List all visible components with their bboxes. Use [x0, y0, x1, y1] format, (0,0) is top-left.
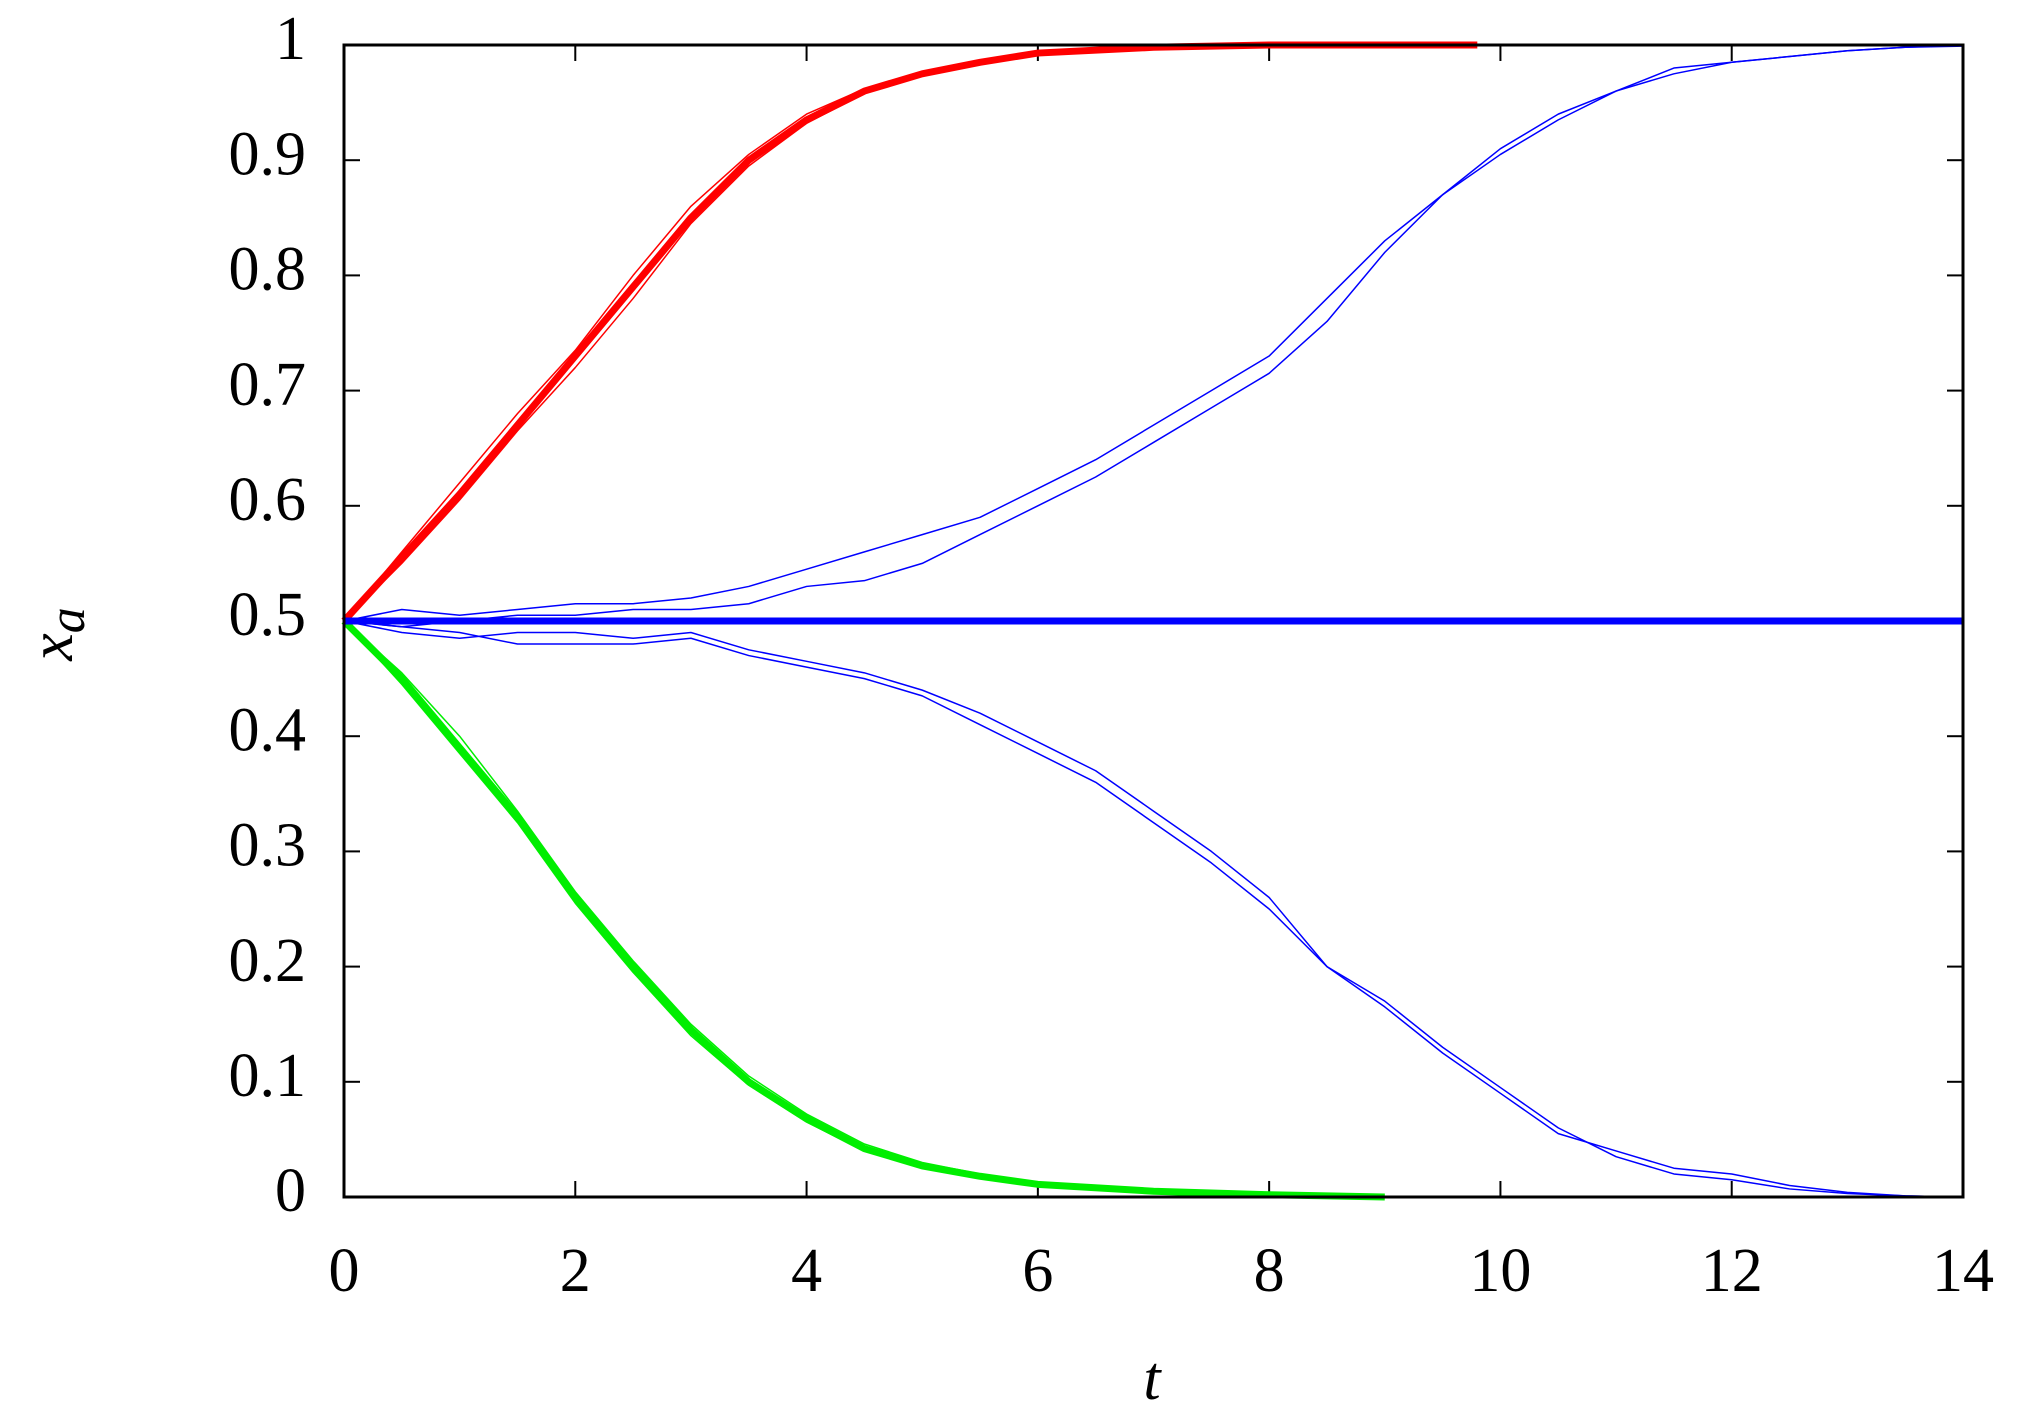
x-tick-label: 14 — [1932, 1237, 1994, 1305]
x-tick-label: 0 — [329, 1237, 360, 1305]
x-tick-label: 10 — [1469, 1237, 1531, 1305]
x-tick-label: 8 — [1254, 1237, 1285, 1305]
y-tick-label: 0.6 — [229, 466, 307, 534]
data-line — [343, 45, 1964, 628]
data-line — [341, 41, 1478, 624]
y-axis-label-subscript: a — [39, 607, 96, 633]
data-line — [341, 618, 1385, 1201]
x-tick-label: 6 — [1022, 1237, 1053, 1305]
y-tick-label: 0.3 — [229, 812, 307, 880]
data-line — [343, 44, 1270, 622]
x-tick-label: 12 — [1701, 1237, 1763, 1305]
data-line — [343, 44, 1964, 622]
y-tick-label: 0.1 — [229, 1042, 307, 1110]
y-tick-label: 1 — [275, 5, 306, 73]
y-tick-label: 0.8 — [229, 236, 307, 304]
data-line — [343, 44, 1270, 622]
y-tick-label: 0.9 — [229, 120, 307, 188]
data-line — [343, 620, 1964, 1198]
y-tick-label: 0.5 — [229, 581, 307, 649]
y-tick-label: 0 — [275, 1157, 306, 1225]
y-tick-label: 0.2 — [229, 927, 307, 995]
x-tick-label: 2 — [560, 1237, 591, 1305]
data-line — [343, 620, 1964, 1198]
y-tick-label: 0.7 — [229, 351, 307, 419]
x-axis-label: t — [1143, 1345, 1162, 1413]
data-line — [343, 620, 1385, 1198]
y-axis-label-base: x — [18, 633, 86, 662]
x-tick-label: 4 — [791, 1237, 822, 1305]
data-line — [343, 620, 1385, 1198]
y-tick-label: 0.4 — [229, 696, 307, 764]
y-axis-label: xa — [18, 607, 96, 662]
plot-frame — [342, 43, 1965, 1199]
